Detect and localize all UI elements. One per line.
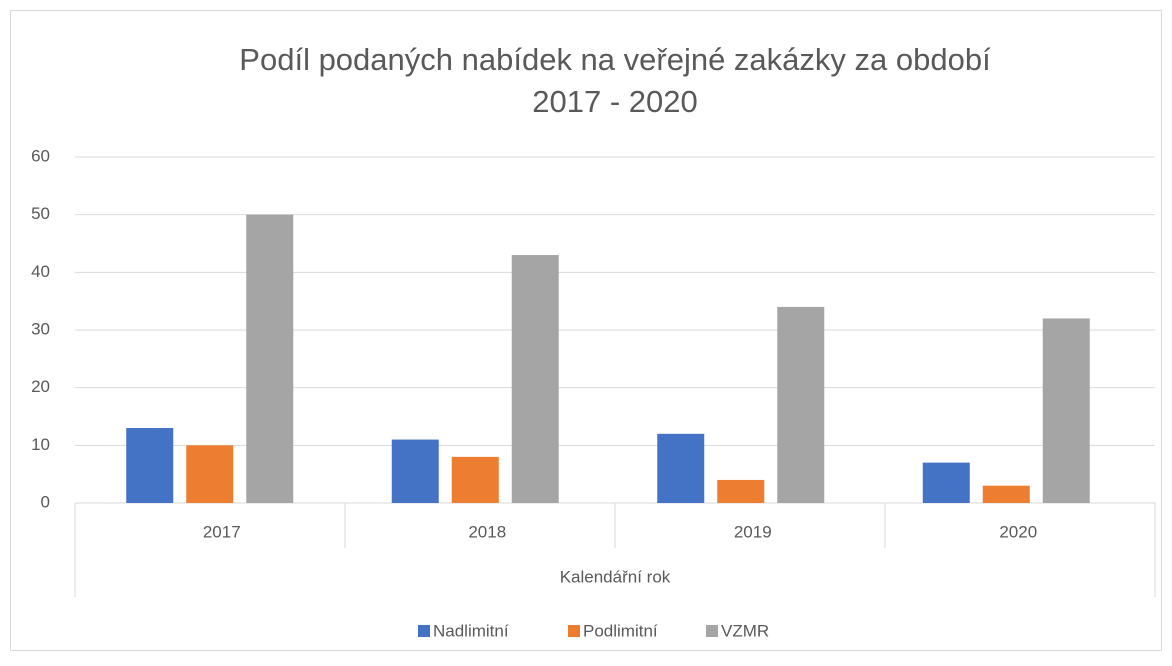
y-tick-label: 30 [31, 319, 50, 338]
x-tick-label: 2017 [203, 522, 241, 541]
legend-label: VZMR [721, 621, 769, 640]
bar [246, 214, 294, 503]
legend-swatch [706, 625, 718, 637]
x-tick-label: 2020 [999, 522, 1037, 541]
x-axis-label: Kalendářní rok [560, 567, 671, 586]
x-tick-label: 2018 [468, 522, 506, 541]
bar [511, 255, 559, 503]
x-tick-label: 2019 [734, 522, 772, 541]
chart-title: 2017 - 2020 [532, 84, 697, 119]
legend-label: Podlimitní [583, 621, 658, 640]
bar [657, 433, 705, 503]
y-tick-label: 10 [31, 435, 50, 454]
bar [717, 479, 765, 503]
legend-swatch [418, 625, 430, 637]
y-tick-label: 20 [31, 377, 50, 396]
bar [451, 456, 499, 503]
legend-swatch [568, 625, 580, 637]
legend-label: Nadlimitní [433, 621, 509, 640]
y-tick-label: 40 [31, 262, 50, 281]
bar [777, 306, 825, 503]
bar [391, 439, 439, 503]
bar [1042, 318, 1090, 503]
bar [186, 445, 234, 503]
y-tick-label: 0 [41, 492, 50, 511]
chart-title: Podíl podaných nabídek na veřejné zakázk… [239, 42, 991, 77]
y-tick-label: 50 [31, 204, 50, 223]
bar [922, 462, 970, 503]
bar [982, 485, 1030, 503]
bar [126, 428, 174, 503]
y-tick-label: 60 [31, 146, 50, 165]
